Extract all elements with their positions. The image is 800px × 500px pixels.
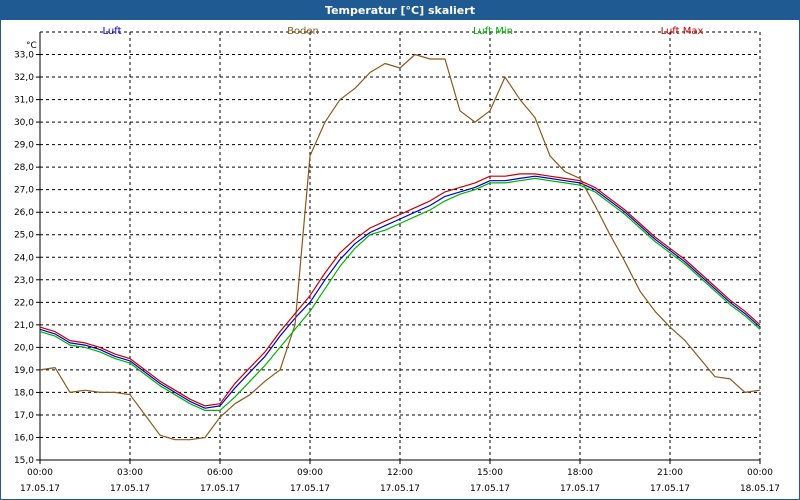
y-tick-label: 19,0 (14, 366, 34, 376)
y-axis-unit-label: °C (26, 41, 37, 51)
series-line-luft-max (39, 173, 761, 407)
x-tick-date-label: 17.05.17 (380, 484, 420, 494)
y-tick-label: 22,0 (14, 298, 34, 308)
x-tick-time-label: 00:00 (27, 468, 53, 478)
x-tick-date-label: 17.05.17 (20, 484, 60, 494)
y-tick-label: 18,0 (14, 388, 34, 398)
y-tick-label: 28,0 (14, 163, 34, 173)
x-tick-time-label: 00:00 (747, 468, 773, 478)
x-tick-date-label: 17.05.17 (470, 484, 510, 494)
y-tick-label: 24,0 (14, 253, 34, 263)
y-tick-label: 32,0 (14, 73, 34, 83)
x-tick-time-label: 03:00 (117, 468, 143, 478)
y-tick-label: 23,0 (14, 276, 34, 286)
y-tick-label: 21,0 (14, 321, 34, 331)
y-tick-label: 16,0 (14, 433, 34, 443)
y-tick-label: 31,0 (14, 96, 34, 106)
x-tick-time-label: 18:00 (567, 468, 593, 478)
legend-entry-luft-max: Luft Max (661, 26, 704, 37)
legend: Luft Boden Luft Min Luft Max (103, 26, 704, 37)
x-tick-date-label: 17.05.17 (110, 484, 150, 494)
y-tick-label: 30,0 (14, 118, 34, 128)
legend-entry-boden: Boden (287, 26, 319, 37)
series-line-luft (39, 175, 761, 409)
x-tick-date-label: 18.05.17 (740, 484, 780, 494)
y-tick-label: 27,0 (14, 186, 34, 196)
y-tick-label: 26,0 (14, 208, 34, 218)
legend-entry-luft-min: Luft Min (473, 26, 513, 37)
chart-title: Temperatur [°C] skaliert (1, 1, 799, 20)
legend-entry-luft: Luft (103, 26, 122, 37)
x-tick-time-label: 06:00 (207, 468, 233, 478)
x-tick-time-label: 12:00 (387, 468, 413, 478)
x-tick-time-label: 15:00 (477, 468, 503, 478)
x-tick-date-label: 17.05.17 (290, 484, 330, 494)
y-tick-label: 20,0 (14, 343, 34, 353)
series-line-boden (39, 53, 761, 441)
y-tick-label: 17,0 (14, 411, 34, 421)
x-tick-time-label: 09:00 (297, 468, 323, 478)
y-tick-label: 33,0 (14, 51, 34, 61)
plot-area (40, 32, 760, 460)
x-tick-time-label: 21:00 (657, 468, 683, 478)
x-tick-date-label: 17.05.17 (200, 484, 240, 494)
axes: 15,0 16,0 17,0 18,0 19,0 20,0 21,0 22,0 23,0 24,0… (14, 32, 780, 494)
y-tick-label: 15,0 (14, 456, 34, 466)
series-line-luft-min (39, 177, 761, 411)
y-tick-label: 25,0 (14, 231, 34, 241)
y-tick-label: 29,0 (14, 141, 34, 151)
x-tick-date-label: 17.05.17 (560, 484, 600, 494)
x-tick-date-label: 17.05.17 (650, 484, 690, 494)
series-group (39, 53, 761, 441)
grid (40, 31, 761, 460)
